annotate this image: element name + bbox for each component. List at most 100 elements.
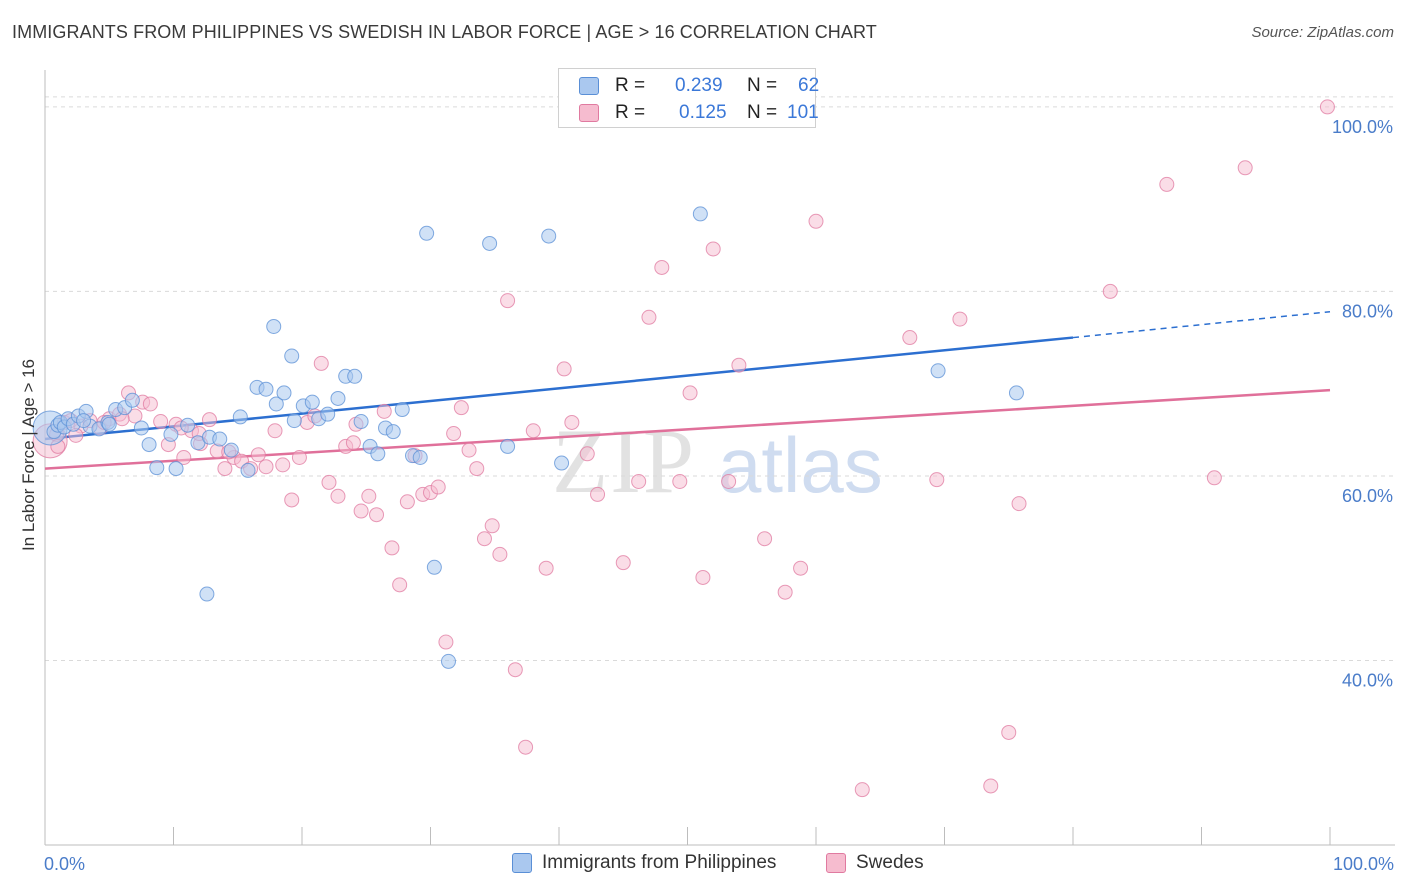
- y-axis-title: In Labor Force | Age > 16: [19, 359, 38, 551]
- point-swedes: [682, 385, 698, 401]
- point-swedes: [384, 540, 400, 556]
- point-swedes: [345, 435, 361, 451]
- y-tick-label: 60.0%: [1342, 486, 1393, 506]
- point-philippines: [370, 446, 386, 462]
- point-swedes: [201, 412, 217, 428]
- point-swedes: [525, 423, 541, 439]
- point-swedes: [854, 782, 870, 798]
- point-philippines: [304, 394, 320, 410]
- point-philippines: [692, 206, 708, 222]
- legend: Immigrants from Philippines Swedes: [0, 852, 1406, 878]
- point-swedes: [330, 488, 346, 504]
- chart-source: Source: ZipAtlas.com: [1251, 24, 1394, 41]
- correlation-stats-box: R = 0.239 N = 62 R = 0.125 N = 101: [558, 68, 820, 128]
- trend-line-philippines-extension: [1072, 310, 1331, 339]
- point-philippines: [168, 461, 184, 477]
- legend-swatch-swedes: [826, 853, 846, 873]
- point-philippines: [412, 450, 428, 465]
- stats-swatch-philippines: [579, 77, 599, 95]
- point-swedes: [983, 778, 999, 794]
- point-swedes: [438, 634, 454, 650]
- legend-label-philippines: Immigrants from Philippines: [542, 852, 777, 873]
- stats-r-label: R =: [615, 75, 646, 96]
- stats-n-value: 62: [798, 75, 820, 96]
- point-philippines: [266, 318, 282, 334]
- point-swedes: [952, 311, 968, 327]
- point-swedes: [1011, 496, 1027, 512]
- point-philippines: [268, 396, 284, 412]
- point-swedes: [275, 457, 291, 473]
- point-philippines: [353, 414, 369, 430]
- point-philippines: [223, 442, 239, 458]
- stats-r-label: R =: [615, 102, 646, 123]
- point-swedes: [217, 461, 233, 477]
- point-philippines: [347, 368, 363, 384]
- point-swedes: [777, 584, 793, 600]
- point-swedes: [654, 259, 670, 275]
- point-philippines: [141, 437, 157, 453]
- point-philippines: [930, 363, 946, 379]
- point-swedes: [469, 461, 485, 477]
- point-swedes: [507, 662, 523, 678]
- point-swedes: [902, 330, 918, 346]
- point-philippines: [541, 228, 557, 244]
- point-swedes: [142, 396, 158, 412]
- point-swedes: [1001, 724, 1017, 740]
- point-swedes: [1319, 99, 1335, 115]
- point-philippines: [286, 413, 302, 429]
- point-swedes: [695, 569, 711, 585]
- legend-item-philippines: Immigrants from Philippines: [512, 852, 776, 874]
- point-swedes: [641, 309, 657, 325]
- point-philippines: [330, 390, 346, 406]
- point-swedes: [313, 355, 329, 371]
- point-swedes: [579, 446, 595, 462]
- point-swedes: [461, 442, 477, 458]
- point-swedes: [590, 486, 606, 502]
- point-philippines: [232, 409, 248, 425]
- point-swedes: [446, 426, 462, 442]
- point-philippines: [276, 385, 292, 401]
- point-swedes: [721, 473, 737, 489]
- point-philippines: [440, 653, 456, 669]
- x-tick-label: 100.0%: [1333, 854, 1394, 874]
- point-philippines: [419, 225, 435, 241]
- point-swedes: [392, 577, 408, 593]
- point-swedes: [399, 494, 415, 510]
- chart-title: IMMIGRANTS FROM PHILIPPINES VS SWEDISH I…: [12, 22, 877, 42]
- point-philippines: [482, 235, 498, 251]
- point-swedes: [731, 357, 747, 373]
- point-swedes: [258, 459, 274, 475]
- point-swedes: [672, 473, 688, 489]
- point-swedes: [793, 560, 809, 576]
- point-philippines: [320, 406, 336, 422]
- point-philippines: [133, 420, 149, 436]
- point-swedes: [705, 241, 721, 257]
- data-points: [32, 99, 1335, 798]
- point-philippines: [426, 559, 442, 575]
- point-swedes: [538, 560, 554, 576]
- point-swedes: [267, 423, 283, 439]
- watermark: ZIP atlas: [552, 410, 883, 512]
- y-tick-label: 100.0%: [1332, 117, 1393, 137]
- y-tick-label: 40.0%: [1342, 670, 1393, 690]
- point-swedes: [492, 546, 508, 562]
- point-philippines: [240, 462, 256, 478]
- point-swedes: [321, 474, 337, 490]
- point-philippines: [199, 586, 215, 602]
- point-philippines: [124, 392, 140, 408]
- point-philippines: [500, 438, 516, 454]
- point-philippines: [76, 413, 92, 429]
- stats-swatch-swedes: [579, 104, 599, 122]
- point-swedes: [484, 518, 500, 534]
- point-philippines: [101, 416, 117, 432]
- point-swedes: [453, 400, 469, 416]
- watermark-atlas: atlas: [718, 421, 883, 509]
- point-swedes: [631, 473, 647, 489]
- point-swedes: [353, 503, 369, 519]
- point-philippines: [212, 431, 228, 447]
- point-philippines: [258, 381, 274, 397]
- point-philippines: [554, 455, 570, 471]
- point-swedes: [1237, 160, 1253, 176]
- point-swedes: [615, 555, 631, 571]
- point-swedes: [808, 213, 824, 229]
